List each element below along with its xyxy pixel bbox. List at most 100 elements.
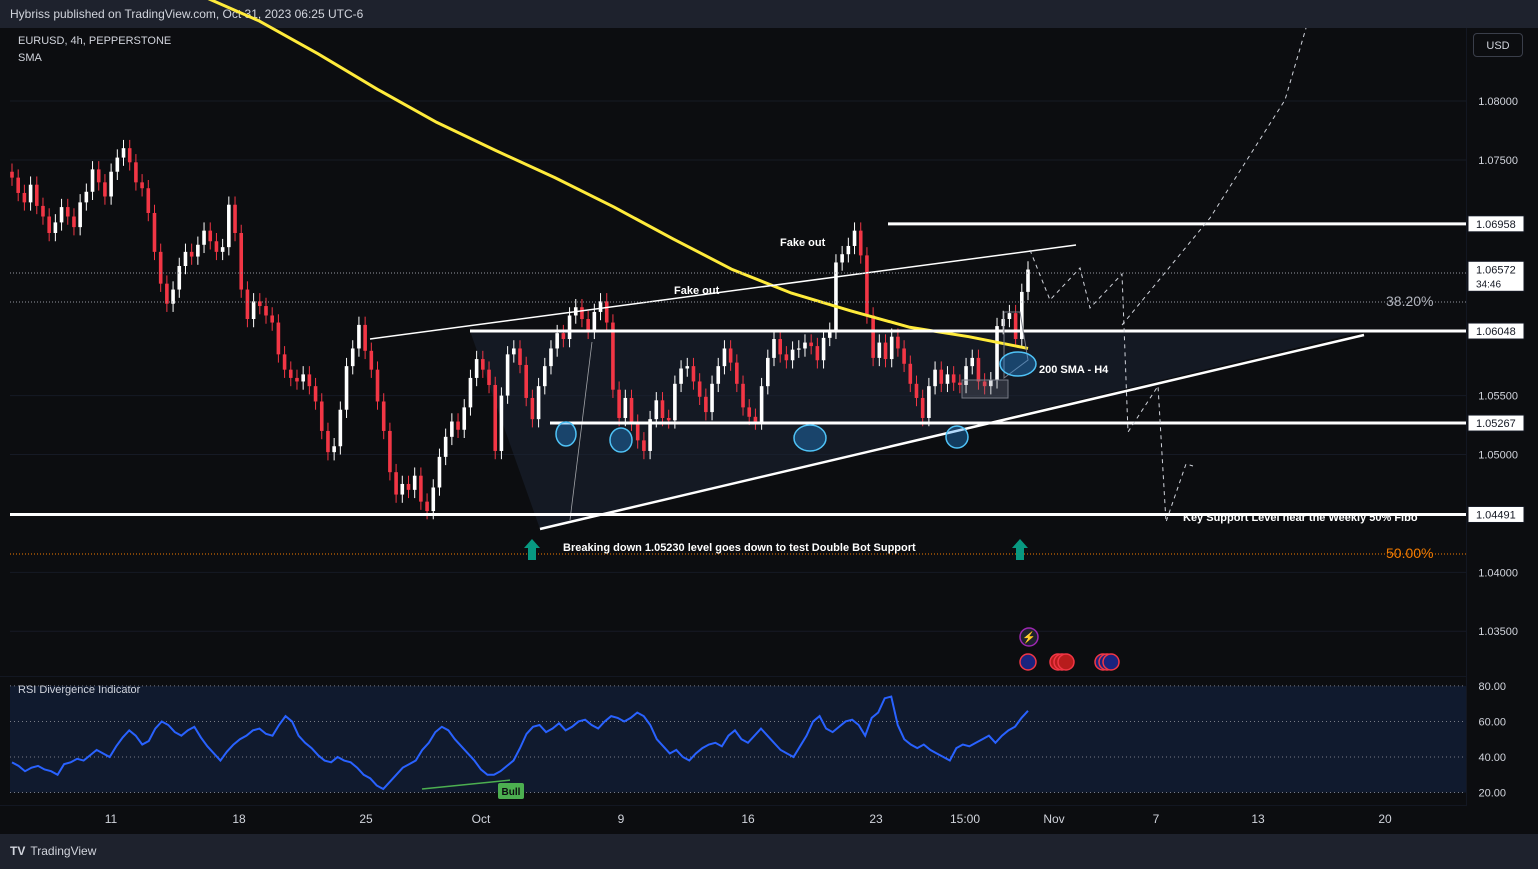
candle-body	[933, 369, 937, 387]
candle-body	[673, 383, 677, 421]
candle-body	[493, 384, 498, 451]
touch-circle	[793, 424, 827, 452]
candle-body	[716, 366, 721, 384]
rsi-title[interactable]: RSI Divergence Indicator	[18, 684, 141, 696]
price-label-text: 1.06572	[1476, 264, 1516, 276]
candle-body	[16, 177, 20, 193]
price-tick-label: 1.05500	[1478, 391, 1518, 403]
candle-body	[666, 417, 671, 421]
time-axis[interactable]	[0, 806, 1538, 834]
candle-body	[462, 407, 467, 430]
upper-trendline	[369, 244, 1077, 340]
tradingview-logo[interactable]: TV TradingView	[10, 844, 96, 858]
candle-body	[1001, 319, 1006, 327]
time-tick-label: 9	[618, 812, 625, 826]
candle-body	[815, 346, 820, 361]
candle-body	[121, 148, 126, 158]
candle-body	[741, 383, 745, 408]
candle-body	[927, 386, 931, 418]
time-tick-label: 23	[869, 812, 883, 826]
candle-body	[481, 359, 485, 370]
candle-body	[635, 422, 640, 441]
candle-body	[704, 396, 708, 413]
candle-body	[363, 324, 367, 351]
candle-body	[902, 348, 906, 364]
candle-body	[134, 162, 138, 183]
candle-body	[549, 348, 553, 367]
candle-body	[642, 440, 646, 451]
annotation-fake-out-1: Fake out	[780, 237, 826, 249]
candle-body	[264, 306, 268, 316]
candle-body	[425, 501, 429, 512]
candle-body	[567, 315, 572, 340]
candle-body	[908, 363, 913, 384]
bull-divergence-line	[421, 779, 511, 790]
projection-down-path	[1029, 249, 1194, 523]
candle-body	[47, 216, 51, 234]
candle-body	[326, 430, 330, 453]
bull-badge-label: Bull	[502, 787, 521, 798]
candle-body	[319, 401, 324, 431]
candle-body	[530, 397, 535, 420]
candle-body	[691, 366, 696, 382]
candle-body	[995, 326, 999, 381]
price-label-box	[1467, 414, 1525, 432]
candle-body	[307, 374, 312, 387]
candle-body	[772, 339, 776, 358]
candle-body	[437, 456, 442, 488]
candle-body	[41, 205, 45, 217]
candle-body	[964, 366, 968, 385]
price-label-text: 1.06048	[1476, 326, 1516, 338]
candle-body	[450, 421, 454, 437]
price-tick-label: 1.05000	[1478, 450, 1518, 462]
indicator-label[interactable]: SMA	[18, 52, 42, 64]
annotation-key-support: Key Support Level near the Weekly 50% Fi…	[1183, 512, 1418, 524]
candle-body	[945, 374, 950, 384]
bull-badge	[498, 783, 524, 799]
candle-body	[456, 421, 460, 430]
price-tick-label: 1.04000	[1478, 567, 1518, 579]
candle-body	[84, 191, 89, 203]
price-tick-label: 1.08000	[1478, 96, 1518, 108]
candle-body	[59, 207, 64, 223]
countdown-text: 34:46	[1476, 279, 1501, 290]
candle-body	[598, 301, 603, 312]
time-tick-label: 7	[1153, 812, 1160, 826]
candle-body	[233, 204, 237, 234]
candle-body	[165, 283, 169, 304]
triangle-zone	[470, 331, 1366, 529]
candle-body	[65, 207, 70, 217]
time-tick-label: Nov	[1043, 812, 1064, 826]
currency-button[interactable]: USD	[1473, 33, 1523, 57]
candle-body	[747, 407, 752, 417]
candle-body	[821, 337, 826, 361]
candle-body	[208, 230, 213, 242]
candle-body	[177, 265, 182, 290]
candle-body	[790, 349, 795, 361]
candle-body	[350, 348, 355, 367]
time-tick-label: 18	[232, 812, 246, 826]
candle-body	[766, 357, 770, 387]
candle-body	[394, 472, 398, 495]
time-tick-label: 11	[105, 812, 118, 826]
tv-logo-icon: TV	[10, 844, 26, 858]
candle-body	[406, 483, 411, 490]
candle-body	[474, 359, 479, 378]
candle-body	[344, 366, 349, 410]
candle-body	[809, 342, 813, 347]
time-tick-label: 20	[1378, 812, 1392, 826]
time-tick-label: 25	[359, 812, 373, 826]
candle-body	[623, 397, 628, 418]
candle-body	[276, 322, 281, 355]
price-tick-label: 1.07500	[1478, 155, 1518, 167]
candle-body	[778, 339, 782, 355]
touch-circle	[555, 421, 577, 447]
candle-body	[710, 383, 714, 413]
candle-body	[796, 348, 801, 350]
candle-body	[883, 342, 888, 360]
symbol-title[interactable]: EURUSD, 4h, PEPPERSTONE	[18, 35, 172, 47]
candle-body	[970, 357, 975, 367]
candle-body	[443, 436, 448, 457]
candle-body	[295, 377, 299, 382]
